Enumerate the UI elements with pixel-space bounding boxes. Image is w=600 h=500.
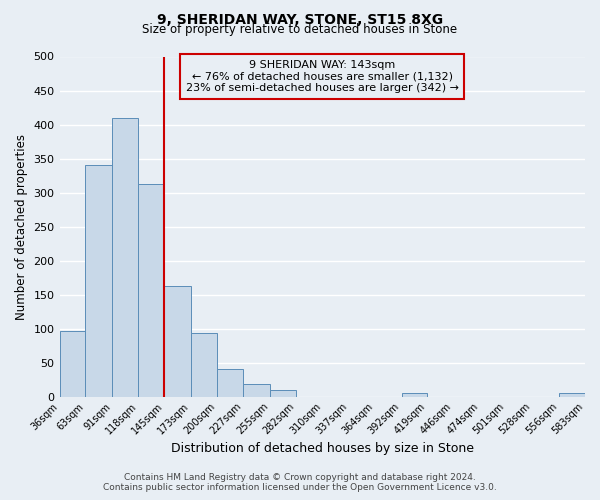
Bar: [559, 393, 585, 396]
Bar: [217, 368, 243, 396]
Bar: [59, 330, 85, 396]
Bar: [164, 286, 191, 397]
Text: 9 SHERIDAN WAY: 143sqm
← 76% of detached houses are smaller (1,132)
23% of semi-: 9 SHERIDAN WAY: 143sqm ← 76% of detached…: [186, 60, 459, 93]
X-axis label: Distribution of detached houses by size in Stone: Distribution of detached houses by size …: [171, 442, 474, 455]
Bar: [270, 390, 296, 396]
Text: Contains HM Land Registry data © Crown copyright and database right 2024.
Contai: Contains HM Land Registry data © Crown c…: [103, 473, 497, 492]
Bar: [191, 332, 217, 396]
Text: 9, SHERIDAN WAY, STONE, ST15 8XG: 9, SHERIDAN WAY, STONE, ST15 8XG: [157, 12, 443, 26]
Y-axis label: Number of detached properties: Number of detached properties: [15, 134, 28, 320]
Bar: [139, 184, 164, 396]
Bar: [401, 393, 427, 396]
Bar: [112, 118, 139, 396]
Bar: [85, 164, 112, 396]
Bar: [243, 384, 270, 396]
Text: Size of property relative to detached houses in Stone: Size of property relative to detached ho…: [142, 22, 458, 36]
